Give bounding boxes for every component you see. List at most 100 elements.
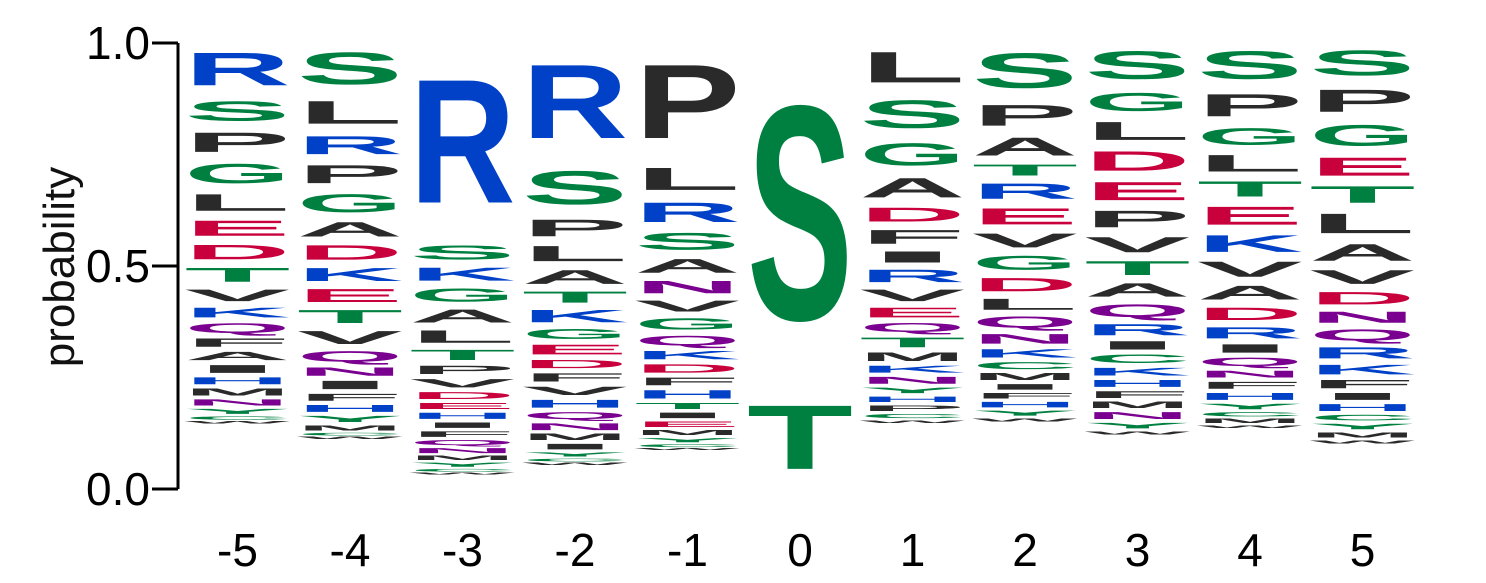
logo-letter: R [859, 266, 965, 286]
logo-letter: H [185, 375, 291, 386]
logo-letter: A [297, 218, 403, 241]
logo-letter: N [409, 447, 515, 455]
logo-letter: N [297, 365, 403, 378]
logo-letter: V [1197, 257, 1303, 281]
logo-letter: L [635, 161, 741, 196]
logo-letter: G [410, 285, 516, 306]
logo-letter: W [1084, 430, 1190, 435]
logo-letter: E [860, 305, 966, 321]
logo-letter: T [410, 347, 516, 363]
logo-letter: C [1310, 413, 1416, 422]
logo-letter: R [410, 43, 516, 240]
logo-letter: P [635, 43, 741, 161]
logo-letter: T [297, 306, 403, 327]
x-tick-label: -1 [667, 524, 708, 576]
logo-letter: S [747, 41, 853, 384]
y-tick-label: 0.5 [86, 240, 150, 292]
logo-letter: Y [860, 386, 966, 395]
logo-letter: N [634, 277, 740, 297]
logo-letter: D [410, 390, 516, 401]
logo-letter: Y [635, 437, 741, 444]
logo-letter: W [1309, 439, 1415, 444]
logo-letter: N [522, 421, 628, 432]
logo-letter: K [635, 349, 741, 362]
logo-letter: S [1309, 43, 1415, 83]
logo-letter: W [522, 462, 628, 466]
logo-letter: W [410, 472, 516, 475]
logo-letter: I [1310, 391, 1416, 402]
logo-letter: F [1197, 380, 1303, 391]
x-tick-label: 3 [1125, 524, 1151, 576]
y-tick-label: 0.0 [86, 463, 150, 515]
logo-letter: I [972, 382, 1078, 391]
logo-letter: Q [972, 313, 1078, 331]
logo-letter: D [297, 241, 403, 264]
logo-letter: V [1309, 266, 1415, 288]
logo-letter: K [1309, 362, 1415, 378]
logo-letter: W [185, 421, 291, 425]
logo-letter: Q [1085, 301, 1191, 321]
logo-letter: L [297, 94, 403, 130]
logo-letter: Y [1085, 421, 1191, 430]
logo-letter: T [1310, 181, 1416, 208]
logo-letter: P [297, 160, 403, 189]
logo-letter: S [297, 43, 403, 94]
logo-letter: Q [635, 333, 741, 349]
position-stack: ST [747, 41, 853, 488]
logo-letter: I [410, 421, 516, 430]
logo-letter: L [860, 43, 966, 92]
logo-letter: R [1197, 324, 1303, 342]
logo-letter: T [1197, 177, 1303, 201]
logo-letter: F [522, 371, 628, 384]
logo-letter: C [409, 468, 515, 472]
logo-letter: G [297, 189, 403, 218]
logo-letter: G [860, 136, 966, 172]
logo-letter: M [1310, 431, 1416, 439]
logo-letter: W [297, 436, 403, 440]
x-tick-label: 4 [1237, 524, 1263, 576]
logo-letter: Y [522, 451, 628, 458]
logo-letter: C [1085, 352, 1191, 365]
logo-letter: C [522, 458, 628, 462]
logo-letter: M [1085, 400, 1191, 410]
logo-letter: Q [522, 410, 628, 421]
logo-letter: Q [410, 439, 516, 447]
logo-letter: E [1310, 152, 1416, 181]
logo-letter: Y [1197, 402, 1303, 411]
logo-letter: K [297, 264, 403, 285]
x-tick-label: -4 [330, 524, 371, 576]
logo-letter: E [1197, 201, 1303, 230]
logo-letter: Y [410, 461, 516, 468]
logo-letter: R [1310, 344, 1416, 362]
logo-letter: E [410, 401, 516, 411]
logo-letter: A [635, 255, 741, 277]
logo-letter: D [860, 204, 966, 226]
logo-letter: V [972, 229, 1078, 251]
logo-letter: G [1085, 87, 1191, 116]
logo-letter: T [972, 161, 1078, 179]
x-tick-label: 5 [1350, 524, 1376, 576]
logo-letter: A [972, 132, 1078, 161]
logo-letter: F [185, 336, 291, 349]
logo-letter: Q [860, 320, 966, 334]
x-tick-label: 1 [900, 524, 926, 576]
logo-letter: W [860, 419, 966, 423]
logo-letter: F [860, 226, 966, 248]
logo-letter: F [972, 391, 1078, 400]
logo-letter: A [185, 349, 291, 362]
logo-letter: P [972, 99, 1078, 132]
logo-letter: V [1085, 232, 1191, 256]
logo-letter: E [635, 420, 741, 429]
logo-letter: H [972, 400, 1078, 409]
logo-letter: K [1197, 230, 1303, 257]
logo-letter: P [1084, 206, 1190, 233]
logo-letter: Y [184, 407, 290, 415]
logo-letter: I [635, 411, 741, 420]
